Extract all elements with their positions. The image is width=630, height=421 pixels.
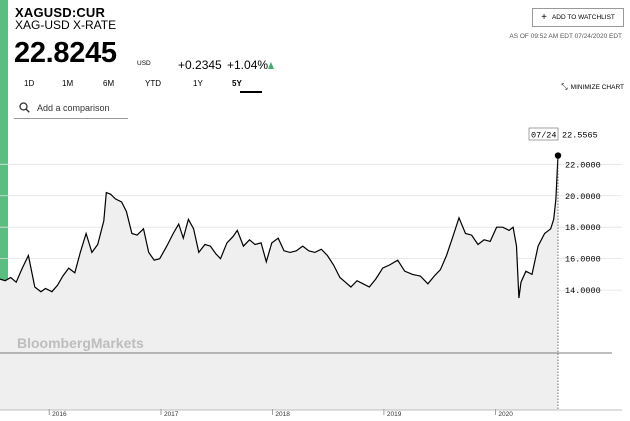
x-tick-label: 2017 <box>164 411 179 418</box>
price-line <box>0 155 559 299</box>
y-tick-label: 18.0000 <box>565 223 601 233</box>
tab-6m[interactable]: 6M <box>103 79 115 88</box>
search-icon <box>19 102 30 113</box>
bloomberg-watermark: BloombergMarkets <box>17 335 144 351</box>
price-currency: USD <box>137 60 151 67</box>
ticker-symbol: XAGUSD:CUR <box>15 5 106 20</box>
comparison-search <box>14 97 132 119</box>
x-tick-label: 2020 <box>498 411 513 418</box>
tab-1m[interactable]: 1M <box>62 79 74 88</box>
tab-ytd[interactable]: YTD <box>145 79 161 88</box>
y-tick-label: 16.0000 <box>565 255 601 265</box>
price-change-percent: +1.04% <box>227 58 269 72</box>
last-value-label: 22.5565 <box>562 131 598 141</box>
tab-1d[interactable]: 1D <box>24 79 35 88</box>
last-point-marker <box>554 152 562 159</box>
y-tick-label: 20.0000 <box>565 192 601 202</box>
last-price: 22.8245 <box>14 37 117 69</box>
add-to-watchlist-label: ADD TO WATCHLIST <box>551 14 615 21</box>
collapse-arrows-icon: ⤡ <box>561 82 568 91</box>
price-area <box>0 155 558 410</box>
triangle-up-icon <box>268 62 274 69</box>
minimize-chart-label: MINIMIZE CHART <box>570 83 624 91</box>
x-tick-label: 2019 <box>387 411 402 418</box>
accent-bar <box>0 0 8 290</box>
minimize-chart-button[interactable]: ⤡ MINIMIZE CHART <box>561 82 624 92</box>
instrument-name: XAG-USD X-RATE <box>15 18 117 32</box>
as-of-timestamp: AS OF 09:52 AM EDT 07/24/2020 EDT <box>509 33 622 40</box>
last-date-label: 07/24 <box>531 131 557 141</box>
tab-5y[interactable]: 5Y <box>232 79 242 88</box>
active-tab-indicator <box>240 91 262 93</box>
price-change: +0.2345 <box>178 58 222 72</box>
plus-icon: + <box>541 11 547 23</box>
x-tick-label: 2016 <box>52 411 67 418</box>
y-tick-label: 22.0000 <box>565 160 601 170</box>
tab-1y[interactable]: 1Y <box>193 79 203 88</box>
comparison-input[interactable] <box>37 100 132 115</box>
x-tick-label: 2018 <box>275 411 290 418</box>
last-point-label-group: 07/24 22.5565 <box>528 127 598 141</box>
y-tick-label: 14.0000 <box>565 286 601 296</box>
add-to-watchlist-button[interactable]: + ADD TO WATCHLIST <box>532 8 624 27</box>
last-date-box <box>528 127 559 141</box>
price-chart: 14.0000 16.0000 18.0000 20.0000 22.0000 2016… <box>0 127 622 418</box>
